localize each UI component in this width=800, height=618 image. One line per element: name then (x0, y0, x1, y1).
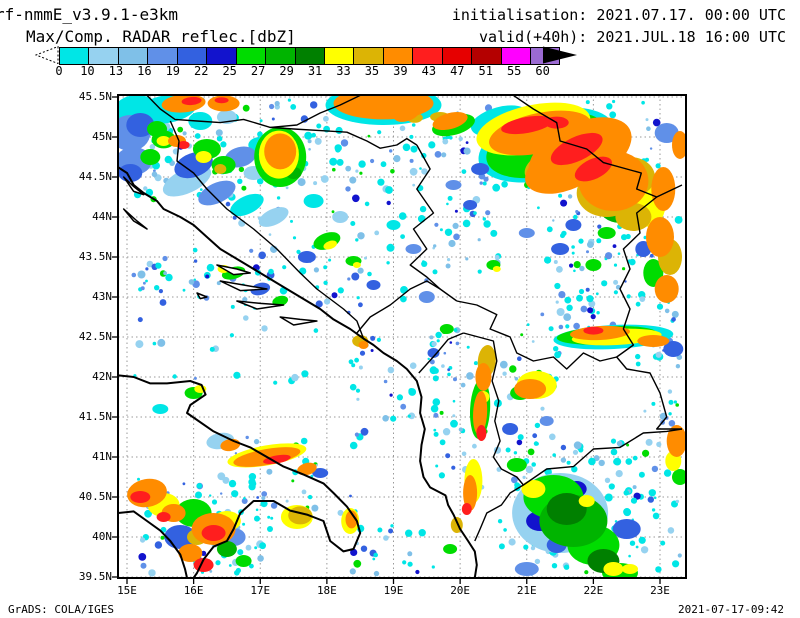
colorbar-tick-label: 60 (535, 64, 550, 78)
colorbar-segment (383, 48, 414, 64)
lat-tick-label: 41N (92, 450, 112, 463)
colorbar-tick-label: 13 (108, 64, 124, 78)
model-title: rf-nmmE_v3.9.1-e3km (0, 5, 179, 24)
colorbar-segment (266, 48, 296, 64)
radar-reflectivity-map (112, 94, 687, 584)
drina-border (409, 144, 458, 302)
colorbar-tick-label: 31 (307, 64, 323, 78)
colorbar-segment (472, 48, 502, 64)
lon-tick-label: 19E (383, 584, 404, 597)
colorbar-segment (501, 48, 531, 64)
lon-tick-label: 23E (650, 584, 670, 597)
island-pag (122, 176, 145, 196)
lat-tick-label: 43.5N (78, 250, 112, 263)
grads-credit: GrADS: COLA/IGES (8, 603, 114, 616)
lat-tick-label: 41.5N (78, 410, 112, 423)
coastlines (118, 166, 478, 578)
lat-tick-label: 40N (92, 530, 112, 543)
italy-tyrrhenian-coast (118, 510, 188, 578)
field-title: Max/Comp. RADAR reflec.[dbZ] (26, 27, 296, 46)
colorbar-segment (324, 48, 355, 64)
colorbar-underflow-triangle-icon (35, 46, 59, 64)
italy-adriatic-coast (118, 374, 362, 578)
lat-tick-label: 44N (92, 210, 112, 223)
colorbar-tick-label: 35 (364, 64, 380, 78)
colorbar-segment (118, 48, 149, 64)
sava-border (270, 126, 418, 149)
colorbar-segment (177, 48, 208, 64)
axis-ticks (112, 96, 661, 584)
macedonia-greece-border (523, 428, 683, 486)
colorbar-tick-label: 19 (165, 64, 181, 78)
island-hvar (219, 280, 268, 292)
colorbar-tick-label: 27 (250, 64, 266, 78)
lat-tick-label: 40.5N (78, 490, 112, 503)
island-mljet (279, 316, 318, 326)
lon-tick-label: 15E (117, 584, 137, 597)
island-korcula (236, 300, 285, 310)
colorbar-segment (295, 48, 325, 64)
colorbar (59, 47, 561, 65)
colorbar-segment (148, 48, 178, 64)
island-vis (196, 292, 208, 300)
colorbar-tick-label: 47 (450, 64, 465, 78)
colorbar-overflow-arrow-icon (543, 46, 577, 64)
lon-tick-label: 16E (183, 584, 204, 597)
una-border-loop (169, 120, 365, 339)
colorbar-tick-label: 10 (80, 64, 95, 78)
lon-tick-label: 21E (516, 584, 537, 597)
colorbar-segment (60, 48, 90, 64)
lat-tick-label: 39.5N (78, 570, 112, 583)
lat-tick-label: 43N (92, 290, 112, 303)
serbia-romania-border (513, 95, 683, 198)
colorbar-segment (413, 48, 443, 64)
colorbar-tick-label: 22 (194, 64, 209, 78)
kosovo-macedonia-border (456, 300, 617, 370)
croatia-north-border (146, 95, 361, 129)
lon-tick-label: 18E (316, 584, 337, 597)
colorbar-segment (354, 48, 384, 64)
colorbar-segment (89, 48, 119, 64)
map-content (118, 95, 686, 578)
colorbar-tick-label: 16 (137, 64, 152, 78)
colorbar-tick-label: 51 (478, 64, 493, 78)
lat-tick-label: 45N (92, 130, 112, 143)
lon-tick-label: 20E (450, 584, 471, 597)
balkan-coast (118, 166, 478, 578)
lat-tick-label: 45.5N (78, 90, 112, 103)
colorbar-tick-label: 0 (55, 64, 63, 78)
serbia-bulgaria-border (616, 196, 682, 430)
plot-creation-timestamp: 2021-07-17-09:42 (678, 603, 784, 616)
colorbar-tick-label: 29 (279, 64, 294, 78)
island-brac (216, 264, 252, 276)
initialisation-time-label: initialisation: 2021.07.17. 00:00 UTC (451, 6, 786, 24)
albania-east-border (463, 332, 525, 542)
montenegro-bosnia-border (356, 280, 441, 334)
colorbar-tick-label: 39 (393, 64, 408, 78)
colorbar-segment (207, 48, 237, 64)
colorbar-tick-label: 33 (336, 64, 351, 78)
lat-tick-label: 42.5N (78, 330, 112, 343)
lon-tick-label: 17E (250, 584, 271, 597)
colorbar-segment (236, 48, 267, 64)
lat-tick-label: 42N (92, 370, 112, 383)
colorbar-tick-label: 55 (506, 64, 522, 78)
lon-tick-label: 22E (583, 584, 604, 597)
colorbar-tick-label: 25 (222, 64, 237, 78)
lat-tick-label: 44.5N (78, 170, 112, 183)
colorbar-segment (442, 48, 473, 64)
colorbar-tick-label: 43 (421, 64, 437, 78)
valid-time-label: valid(+40h): 2021.JUL.18 16:00 UTC (478, 28, 786, 46)
country-borders (146, 95, 683, 542)
island-dugi-otok (122, 208, 148, 230)
montenegro-albania-border (418, 332, 464, 374)
